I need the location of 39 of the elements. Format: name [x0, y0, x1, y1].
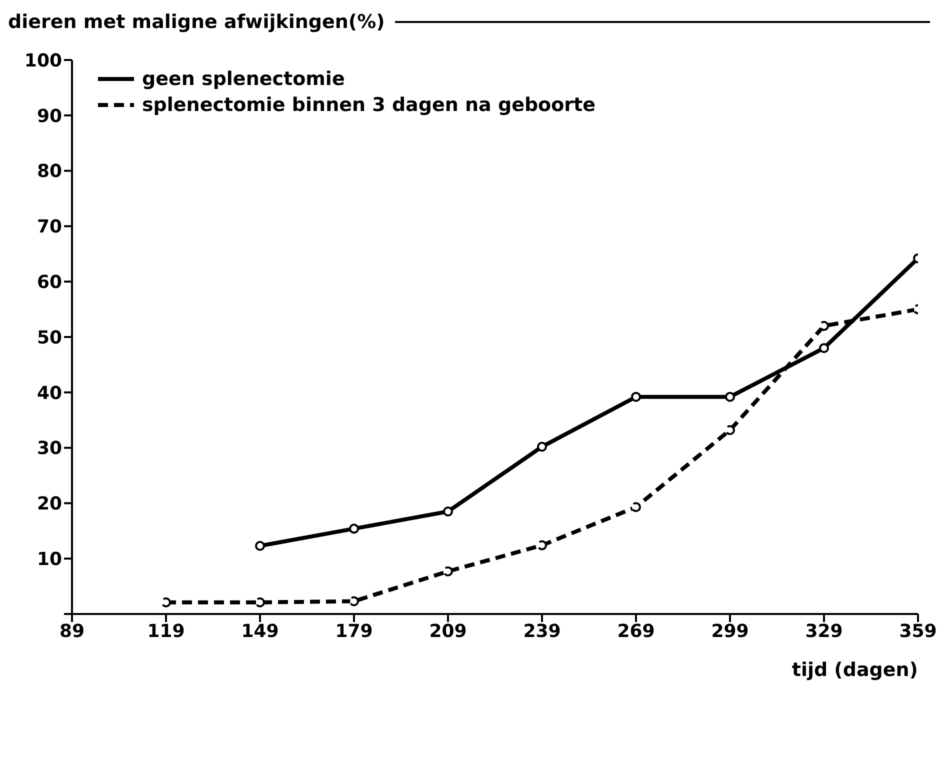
chart-title: dieren met maligne afwijkingen(%) [8, 11, 385, 33]
x-axis-title: tijd (dagen) [792, 659, 918, 681]
point [725, 392, 735, 402]
x-tick-label: 359 [899, 620, 937, 642]
x-tick-label: 89 [59, 620, 85, 642]
x-tick-label: 269 [617, 620, 655, 642]
point [255, 597, 265, 608]
y-tick-label: 10 [36, 548, 62, 570]
point [725, 425, 735, 436]
y-tick-label: 100 [24, 50, 62, 72]
y-tick-label: 50 [36, 327, 62, 348]
y-tick-label: 30 [36, 438, 62, 460]
x-tick-label: 299 [711, 620, 749, 642]
point [161, 597, 171, 608]
y-tick-label: 90 [36, 106, 62, 127]
x-tick-label: 239 [523, 620, 561, 642]
point [537, 442, 547, 452]
y-tick-label: 40 [36, 382, 62, 404]
y-tick-label: 70 [36, 216, 62, 238]
y-tick-label: 80 [36, 161, 62, 182]
legend-label: geen splenectomie [142, 68, 345, 90]
x-tick-label: 209 [429, 620, 467, 642]
x-tick-label: 179 [335, 620, 373, 642]
y-tick-label: 60 [36, 272, 62, 293]
point [631, 392, 641, 402]
point [819, 343, 829, 354]
y-tick-label: 20 [36, 494, 62, 515]
point [443, 506, 453, 517]
legend-label: splenectomie binnen 3 dagen na geboorte [142, 94, 596, 116]
x-tick-label: 119 [147, 620, 185, 642]
point [631, 502, 641, 512]
point [349, 596, 359, 606]
point [349, 524, 359, 534]
point [255, 540, 265, 551]
x-tick-label: 329 [805, 620, 843, 642]
point [443, 566, 453, 576]
point [537, 540, 547, 550]
x-tick-label: 149 [241, 620, 279, 642]
point [819, 320, 829, 331]
